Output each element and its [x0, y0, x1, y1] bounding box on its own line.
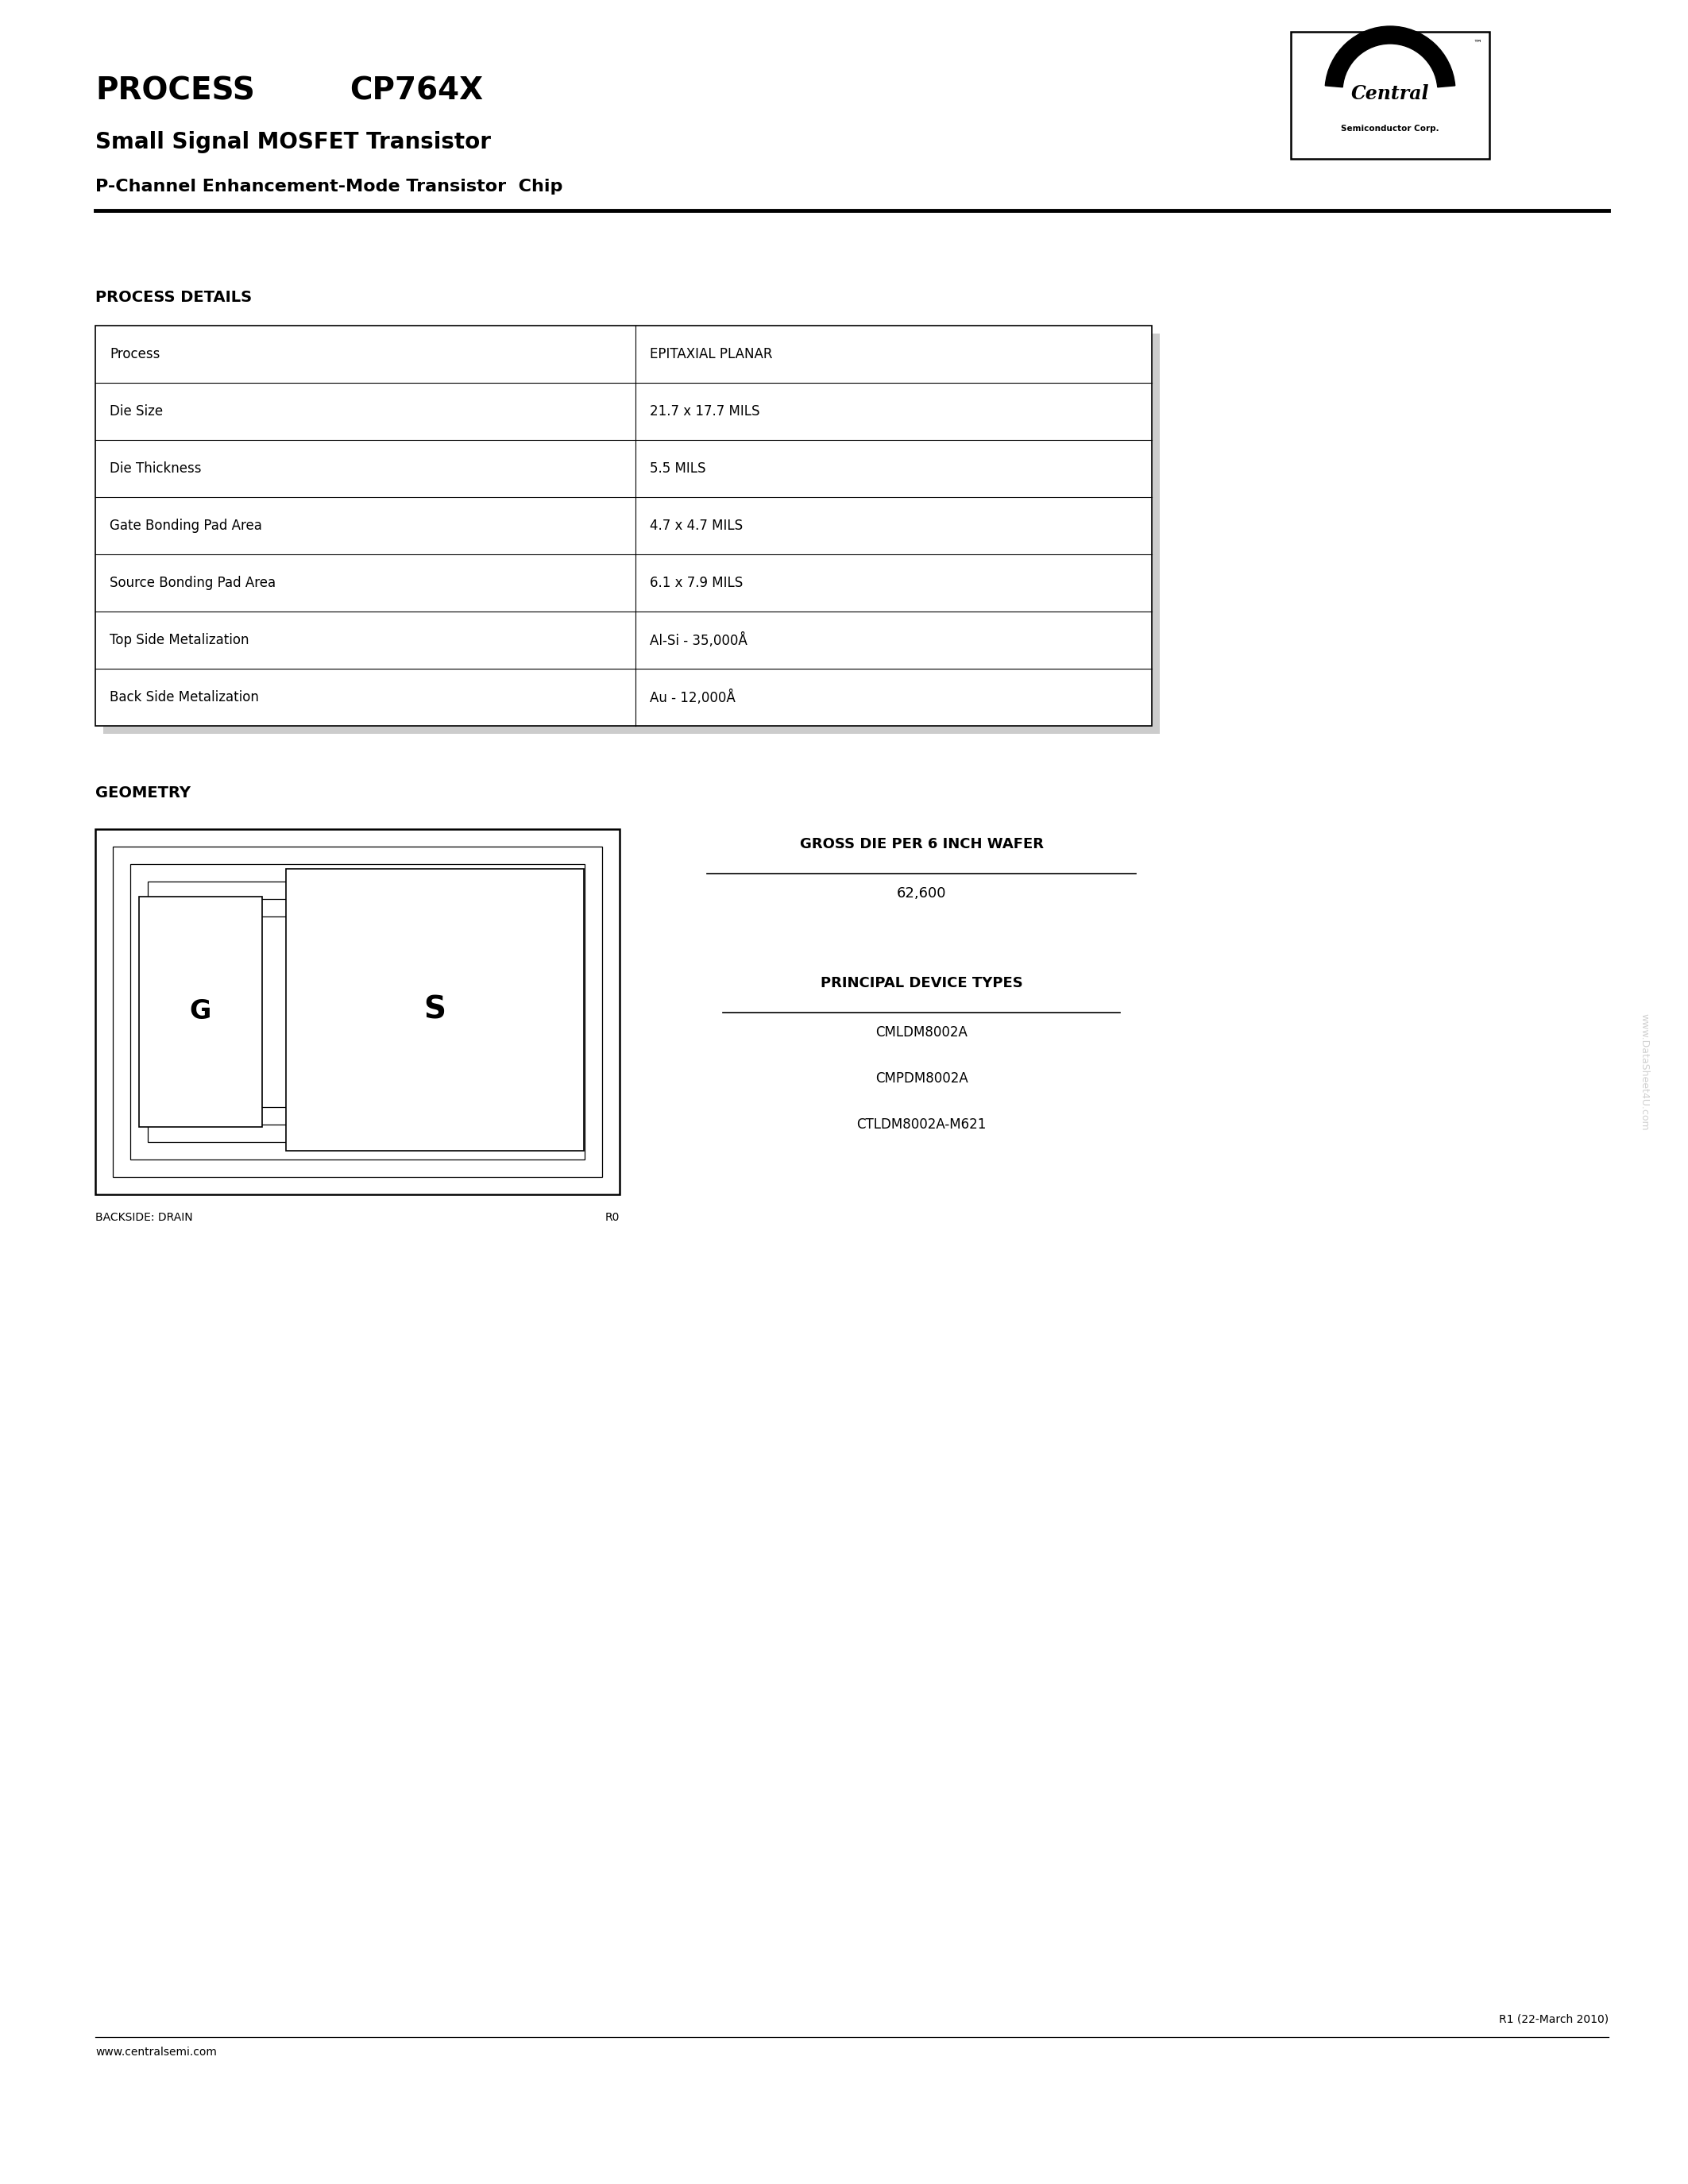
Bar	[103, 334, 1160, 734]
Text: Top Side Metalization: Top Side Metalization	[110, 633, 250, 646]
Text: PROCESS DETAILS: PROCESS DETAILS	[95, 290, 252, 306]
Text: P-Channel Enhancement-Mode Transistor  Chip: P-Channel Enhancement-Mode Transistor Ch…	[95, 179, 562, 194]
Text: Gate Bonding Pad Area: Gate Bonding Pad Area	[110, 518, 262, 533]
Text: EPITAXIAL PLANAR: EPITAXIAL PLANAR	[650, 347, 773, 360]
Text: PRINCIPAL DEVICE TYPES: PRINCIPAL DEVICE TYPES	[820, 976, 1023, 989]
Bar	[165, 900, 550, 1125]
Text: CP764X: CP764X	[349, 76, 483, 105]
Text: Die Size: Die Size	[110, 404, 164, 419]
Text: CMPDM8002A: CMPDM8002A	[874, 1072, 967, 1085]
Text: Al-Si - 35,000Å: Al-Si - 35,000Å	[650, 633, 748, 649]
Bar	[130, 865, 584, 1160]
Text: www.centralsemi.com: www.centralsemi.com	[95, 2046, 216, 2057]
Text: Au - 12,000Å: Au - 12,000Å	[650, 690, 736, 705]
Text: Die Thickness: Die Thickness	[110, 461, 201, 476]
Text: 5.5 MILS: 5.5 MILS	[650, 461, 706, 476]
Bar	[138, 898, 262, 1127]
Bar	[95, 830, 619, 1195]
Text: Central: Central	[1350, 85, 1430, 103]
Text: GEOMETRY: GEOMETRY	[95, 786, 191, 802]
Bar	[95, 325, 1151, 725]
Text: S: S	[424, 994, 446, 1024]
Text: 21.7 x 17.7 MILS: 21.7 x 17.7 MILS	[650, 404, 760, 419]
Text: R1 (22-March 2010): R1 (22-March 2010)	[1499, 2014, 1609, 2025]
Bar	[95, 325, 1151, 725]
Text: 4.7 x 4.7 MILS: 4.7 x 4.7 MILS	[650, 518, 743, 533]
Text: CTLDM8002A-M621: CTLDM8002A-M621	[856, 1118, 986, 1131]
Bar	[113, 847, 603, 1177]
Wedge shape	[1325, 26, 1455, 87]
Text: CMLDM8002A: CMLDM8002A	[876, 1024, 967, 1040]
Text: G: G	[189, 998, 211, 1024]
Bar	[182, 917, 532, 1107]
Text: www.DataSheet4U.com: www.DataSheet4U.com	[1639, 1013, 1649, 1131]
Bar	[1291, 33, 1489, 159]
Text: ™: ™	[1474, 39, 1482, 48]
Text: GROSS DIE PER 6 INCH WAFER: GROSS DIE PER 6 INCH WAFER	[800, 836, 1043, 852]
Text: 62,600: 62,600	[896, 887, 947, 900]
Text: BACKSIDE: DRAIN: BACKSIDE: DRAIN	[95, 1212, 192, 1223]
Bar	[149, 882, 567, 1142]
Text: 6.1 x 7.9 MILS: 6.1 x 7.9 MILS	[650, 577, 743, 590]
Text: R0: R0	[604, 1212, 619, 1223]
Text: Back Side Metalization: Back Side Metalization	[110, 690, 258, 705]
Text: PROCESS: PROCESS	[95, 76, 255, 105]
Bar	[285, 869, 584, 1151]
Text: Semiconductor Corp.: Semiconductor Corp.	[1340, 124, 1440, 133]
Text: Small Signal MOSFET Transistor: Small Signal MOSFET Transistor	[95, 131, 491, 153]
Text: Process: Process	[110, 347, 160, 360]
Text: Source Bonding Pad Area: Source Bonding Pad Area	[110, 577, 275, 590]
